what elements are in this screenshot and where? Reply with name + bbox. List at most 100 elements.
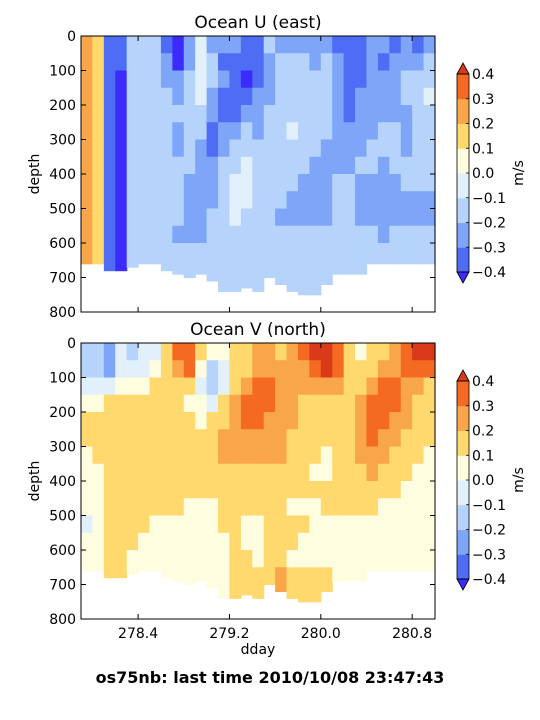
heatmap-cell [297, 208, 310, 227]
heatmap-cell [275, 277, 288, 285]
heatmap-cell [366, 105, 379, 123]
heatmap-cell [275, 532, 288, 551]
heatmap-cell [149, 567, 162, 572]
heatmap-cell [126, 412, 139, 430]
heatmap-cell [423, 360, 436, 379]
heatmap-cell [92, 394, 105, 413]
heatmap-cell [160, 139, 173, 158]
heatmap-cell [103, 260, 116, 272]
colorbar-tick-label: −0.4 [472, 572, 506, 588]
heatmap-cell [343, 412, 356, 430]
heatmap-cell [423, 481, 436, 499]
heatmap-cell [172, 394, 185, 413]
heatmap-cell [103, 550, 116, 568]
heatmap-cell [275, 225, 288, 244]
heatmap-cell [377, 122, 390, 141]
heatmap-cell [263, 243, 276, 261]
heatmap-cell [309, 550, 322, 568]
heatmap-cell [343, 260, 356, 275]
heatmap-cell [172, 225, 185, 244]
heatmap-cell [195, 567, 208, 582]
heatmap-cell [309, 208, 322, 227]
heatmap-cell [218, 243, 231, 261]
heatmap-cell [297, 139, 310, 158]
colorbar-segment [457, 98, 469, 124]
heatmap-cell [183, 567, 196, 586]
heatmap-cell [240, 532, 253, 551]
heatmap-cell [366, 260, 379, 265]
heatmap-cell [160, 53, 173, 72]
heatmap-cell [297, 243, 310, 261]
heatmap-cell [172, 243, 185, 261]
colorbar-extend-high [456, 62, 470, 75]
heatmap-cell [400, 360, 413, 379]
heatmap-cell [115, 122, 128, 141]
heatmap-cell [195, 156, 208, 175]
heatmap-cell [389, 191, 402, 210]
heatmap-cell [92, 208, 105, 227]
y-tick-label: 700 [49, 271, 76, 287]
heatmap-cell [332, 532, 345, 551]
heatmap-cell [400, 343, 413, 361]
heatmap-cell [320, 446, 333, 465]
heatmap-cell [115, 429, 128, 448]
heatmap-cell [320, 191, 333, 210]
heatmap-cell [115, 174, 128, 192]
heatmap-cell [218, 446, 231, 465]
heatmap-cell [423, 567, 436, 572]
heatmap-cell [218, 105, 231, 123]
heatmap-cell [400, 481, 413, 499]
heatmap-cell [81, 498, 94, 517]
heatmap-cell [343, 481, 356, 499]
heatmap-cell [389, 70, 402, 89]
heatmap-cells [81, 36, 436, 296]
heatmap-cell [275, 260, 288, 279]
heatmap-cell [400, 394, 413, 413]
heatmap-cell [412, 343, 425, 361]
y-tick-label: 200 [49, 405, 76, 421]
heatmap-cell [423, 105, 436, 123]
heatmap-cell [115, 360, 128, 379]
heatmap-cell [412, 243, 425, 261]
heatmap-cell [160, 515, 173, 534]
heatmap-cell [412, 481, 425, 499]
heatmap-cell [160, 429, 173, 448]
heatmap-cell [263, 567, 276, 586]
heatmap-cell [103, 377, 116, 396]
heatmap-cell [366, 394, 379, 413]
heatmap-cell [412, 515, 425, 534]
colorbar-segment [457, 247, 469, 273]
heatmap-cell [138, 498, 151, 517]
heatmap-cell [332, 394, 345, 413]
colorbar-extend-low [456, 578, 470, 591]
heatmap-cell [103, 360, 116, 379]
heatmap-cell [115, 105, 128, 123]
heatmap-cell [320, 412, 333, 430]
heatmap-cell [92, 87, 105, 106]
heatmap-cell [115, 53, 128, 72]
heatmap-cell [309, 156, 322, 175]
heatmap-cell [355, 532, 368, 551]
heatmap-cell [240, 70, 253, 89]
heatmap-cell [126, 377, 139, 396]
heatmap-cell [423, 532, 436, 551]
heatmap-cell [92, 343, 105, 361]
heatmap-cell [400, 87, 413, 106]
heatmap-cell [297, 481, 310, 499]
heatmap-cell [309, 446, 322, 465]
heatmap-cell [229, 36, 242, 54]
heatmap-cell [160, 412, 173, 430]
heatmap-cell [389, 139, 402, 158]
heatmap-cell [195, 394, 208, 413]
heatmap-cell [218, 225, 231, 244]
heatmap-cell [183, 412, 196, 430]
heatmap-cell [275, 498, 288, 517]
heatmap-cell [297, 429, 310, 448]
heatmap-cell [389, 567, 402, 572]
heatmap-cell [206, 87, 219, 106]
heatmap-cell [343, 105, 356, 123]
heatmap-cell [343, 87, 356, 106]
heatmap-cell [309, 463, 322, 482]
heatmap-cell [263, 225, 276, 244]
heatmap-cell [297, 53, 310, 72]
